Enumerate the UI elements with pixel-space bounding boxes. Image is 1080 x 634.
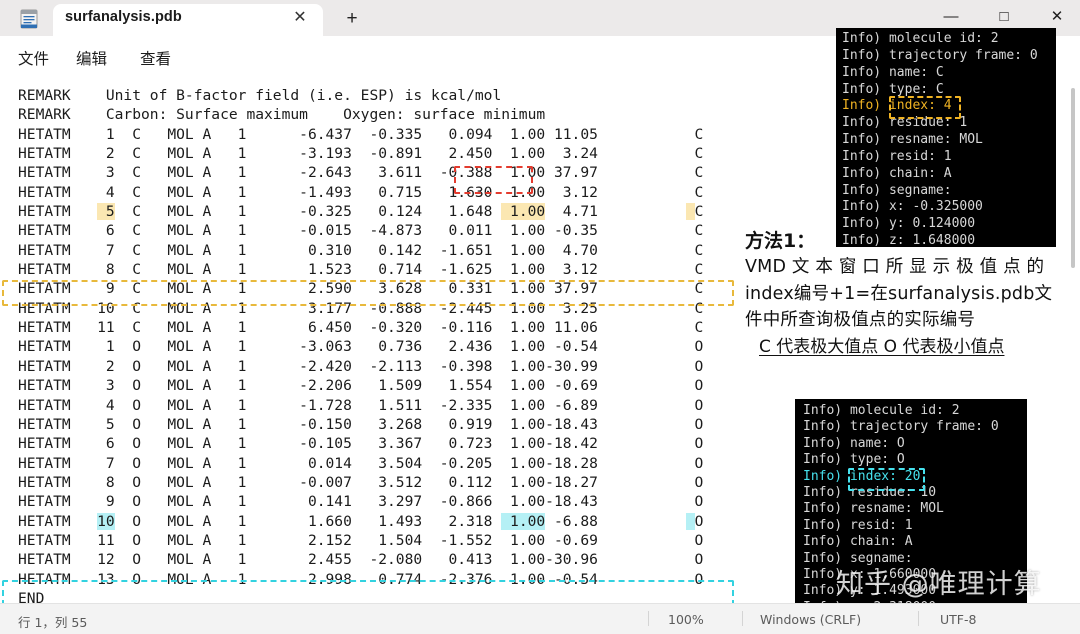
- console-line: Info) resid: 1: [803, 517, 913, 533]
- console-line: Info) molecule id: 2: [803, 403, 960, 418]
- annotation-line-2: index编号+1=在surfanalysis.pdb文: [745, 283, 1053, 304]
- console-line: Info) x: 1.660000: [803, 566, 937, 582]
- annotation-title: 方法1：: [745, 230, 816, 252]
- console-line: Info) resname: MOL: [803, 501, 944, 517]
- editor-scrollbar[interactable]: [1068, 80, 1078, 603]
- console-line: Info) resname: MOL: [842, 132, 983, 148]
- tab-surfanalysis[interactable]: [53, 4, 323, 36]
- console-line: Info) index: 20: [803, 468, 921, 484]
- editor-line[interactable]: HETATM 4 C MOL A 1 -1.493 0.715 1.630 1.…: [18, 183, 704, 201]
- editor-line[interactable]: HETATM 9 O MOL A 1 0.141 3.297 -0.866 1.…: [18, 493, 704, 511]
- console-line: Info) type: C: [842, 81, 944, 97]
- editor-line[interactable]: HETATM 11 O MOL A 1 2.152 1.504 -1.552 1…: [18, 531, 704, 549]
- console-line: Info) index: 4: [842, 98, 952, 114]
- editor-line[interactable]: HETATM 7 C MOL A 1 0.310 0.142 -1.651 1.…: [18, 241, 704, 259]
- maximize-button[interactable]: □: [999, 8, 1009, 25]
- editor-line[interactable]: HETATM 8 O MOL A 1 -0.007 3.512 0.112 1.…: [18, 473, 704, 491]
- annotation-block: 方法1： VMD 文 本 窗 口 所 显 示 极 值 点 的 index编号+1…: [745, 228, 1075, 361]
- annotation-line-1: VMD 文 本 窗 口 所 显 示 极 值 点 的: [745, 257, 1045, 277]
- console-line: Info) segname:: [803, 550, 913, 566]
- vmd-console-carbon: Info) molecule id: 2 Info) trajectory fra…: [836, 28, 1056, 247]
- editor-line[interactable]: HETATM 9 C MOL A 1 2.590 3.628 0.331 1.0…: [18, 280, 704, 298]
- editor-line[interactable]: END: [18, 589, 45, 603]
- window-close-button[interactable]: ✕: [1050, 8, 1064, 25]
- editor-line[interactable]: REMARK Carbon: Surface maximum Oxygen: s…: [18, 106, 546, 124]
- console-line: Info) x: -0.325000: [842, 199, 983, 215]
- console-line: Info) resid: 1: [842, 148, 952, 164]
- line-ending[interactable]: Windows (CRLF): [760, 612, 862, 627]
- editor-line[interactable]: HETATM 3 O MOL A 1 -2.206 1.509 1.554 1.…: [18, 377, 704, 395]
- cursor-position: 行 1，列 55: [18, 615, 88, 630]
- editor-line[interactable]: HETATM 5 C MOL A 1 -0.325 0.124 1.648 1.…: [18, 203, 704, 221]
- editor-line[interactable]: HETATM 2 C MOL A 1 -3.193 -0.891 2.450 1…: [18, 145, 704, 163]
- editor-line[interactable]: HETATM 4 O MOL A 1 -1.728 1.511 -2.335 1…: [18, 396, 704, 414]
- console-line: Info) residue: 1: [842, 115, 968, 131]
- menu-item-edit[interactable]: 编辑: [76, 50, 108, 68]
- console-line: Info) type: O: [803, 452, 905, 468]
- console-line: Info) residue: 10: [803, 484, 937, 500]
- console-line: Info) molecule id: 2: [842, 31, 999, 46]
- editor-line[interactable]: HETATM 11 C MOL A 1 6.450 -0.320 -0.116 …: [18, 319, 704, 337]
- editor-line[interactable]: HETATM 6 C MOL A 1 -0.015 -4.873 0.011 1…: [18, 222, 704, 240]
- close-icon[interactable]: ✕: [293, 9, 307, 26]
- console-line: Info) z: 1.648000: [842, 233, 976, 247]
- editor-line[interactable]: HETATM 8 C MOL A 1 1.523 0.714 -1.625 1.…: [18, 261, 704, 279]
- title-bar: surfanalysis.pdb ✕ + — □ ✕: [0, 0, 1080, 36]
- status-bar: 行 1，列 55 100% Windows (CRLF) UTF-8: [0, 603, 1080, 634]
- zoom-level[interactable]: 100%: [668, 612, 704, 627]
- console-line: Info) name: C: [842, 64, 944, 80]
- encoding[interactable]: UTF-8: [940, 612, 977, 627]
- editor-line[interactable]: HETATM 1 O MOL A 1 -3.063 0.736 2.436 1.…: [18, 338, 704, 356]
- console-line: Info) chain: A: [803, 534, 913, 550]
- editor-line[interactable]: HETATM 3 C MOL A 1 -2.643 3.611 -0.388 1…: [18, 164, 704, 182]
- menu-item-view[interactable]: 查看: [140, 50, 172, 68]
- vmd-console-oxygen: Info) molecule id: 2 Info) trajectory fra…: [795, 399, 1027, 620]
- editor-line[interactable]: HETATM 10 O MOL A 1 1.660 1.493 2.318 1.…: [18, 512, 704, 530]
- editor-line[interactable]: REMARK Unit of B-factor field (i.e. ESP)…: [18, 87, 502, 104]
- editor-scrollbar-thumb[interactable]: [1071, 88, 1075, 268]
- editor-line[interactable]: HETATM 2 O MOL A 1 -2.420 -2.113 -0.398 …: [18, 357, 704, 375]
- new-tab-icon[interactable]: +: [346, 8, 358, 29]
- console-line: Info) name: O: [803, 435, 905, 451]
- console-line: Info) trajectory frame: 0: [803, 419, 999, 435]
- status-divider: [918, 611, 919, 626]
- editor-line[interactable]: HETATM 12 O MOL A 1 2.455 -2.080 0.413 1…: [18, 551, 704, 569]
- annotation-legend: C 代表极大值点 O 代表极小值点: [759, 336, 1005, 357]
- status-divider: [742, 611, 743, 626]
- tab-title: surfanalysis.pdb: [65, 9, 182, 25]
- editor-line[interactable]: HETATM 7 O MOL A 1 0.014 3.504 -0.205 1.…: [18, 454, 704, 472]
- annotation-line-3: 件中所查询极值点的实际编号: [745, 310, 976, 330]
- minimize-button[interactable]: —: [943, 8, 959, 25]
- editor-line[interactable]: HETATM 5 O MOL A 1 -0.150 3.268 0.919 1.…: [18, 415, 704, 433]
- watermark: 知乎 @唯理计算: [836, 569, 1042, 600]
- editor-line[interactable]: HETATM 13 O MOL A 1 2.998 0.774 -2.376 1…: [18, 570, 704, 588]
- console-line: Info) trajectory frame: 0: [842, 47, 1038, 63]
- console-line: Info) segname:: [842, 182, 952, 198]
- editor-line[interactable]: HETATM 1 C MOL A 1 -6.437 -0.335 0.094 1…: [18, 125, 704, 143]
- console-line: Info) y: 1.493000: [803, 583, 937, 599]
- editor-line[interactable]: HETATM 6 O MOL A 1 -0.105 3.367 0.723 1.…: [18, 435, 704, 453]
- menu-item-file[interactable]: 文件: [18, 50, 50, 68]
- console-line: Info) chain: A: [842, 165, 952, 181]
- pdb-file-content[interactable]: REMARK Unit of B-factor field (i.e. ESP)…: [0, 86, 1080, 603]
- status-divider: [648, 611, 649, 626]
- notepad-icon: [18, 8, 40, 30]
- console-line: Info) y: 0.124000: [842, 216, 976, 232]
